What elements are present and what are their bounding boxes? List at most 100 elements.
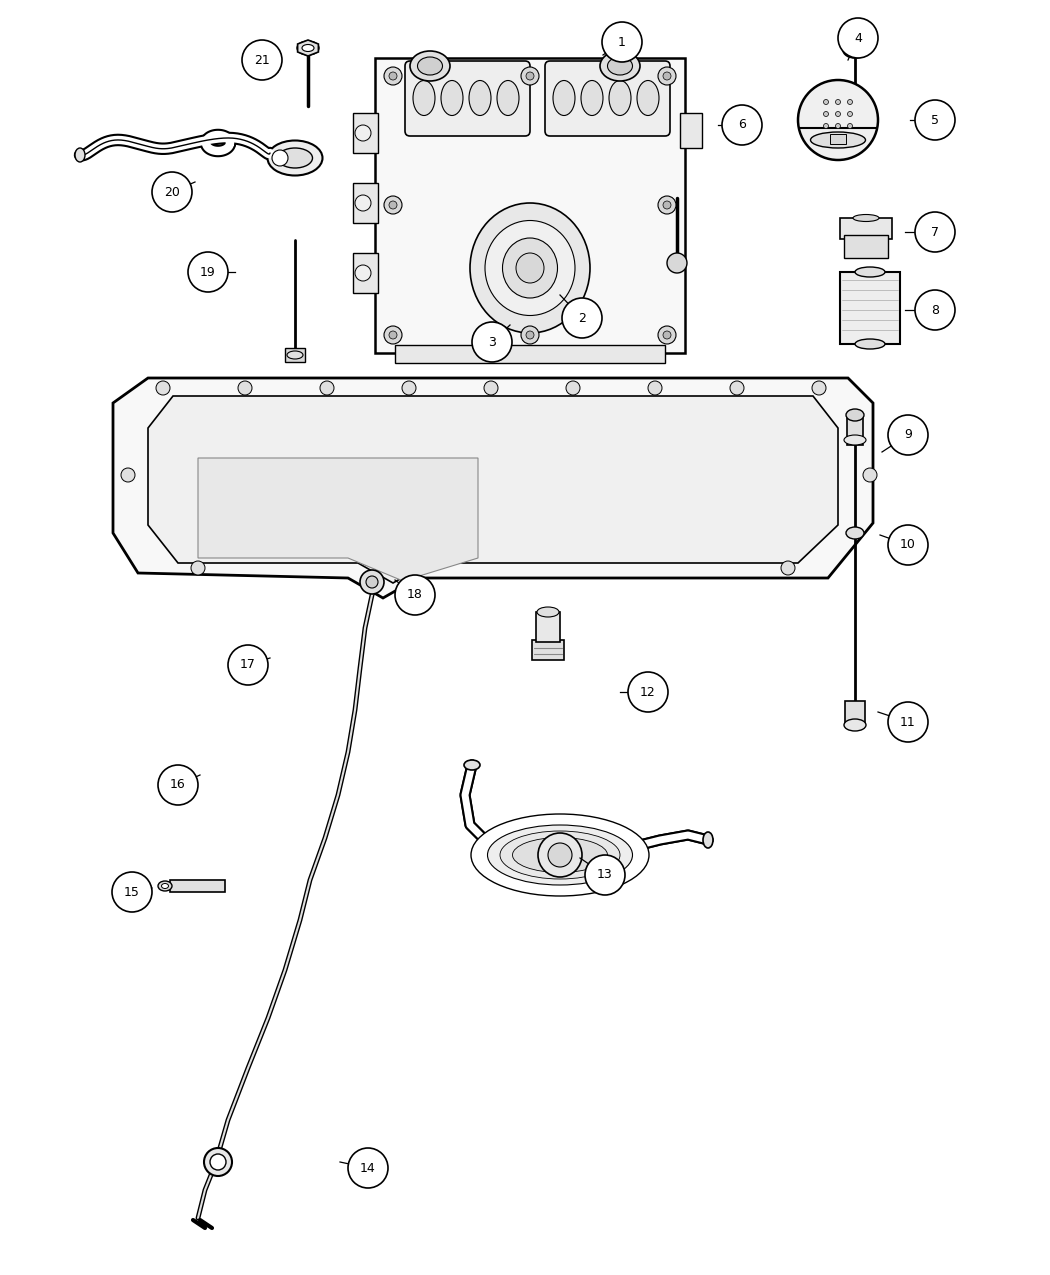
Ellipse shape bbox=[418, 57, 442, 75]
Bar bbox=[395, 346, 665, 363]
Bar bbox=[353, 252, 378, 293]
Circle shape bbox=[521, 68, 539, 85]
Text: 6: 6 bbox=[738, 119, 746, 131]
Circle shape bbox=[548, 843, 572, 867]
Ellipse shape bbox=[441, 80, 463, 116]
Circle shape bbox=[602, 22, 642, 62]
Text: 1: 1 bbox=[618, 36, 626, 48]
Circle shape bbox=[204, 1148, 232, 1176]
Ellipse shape bbox=[469, 80, 491, 116]
Circle shape bbox=[823, 111, 828, 116]
Circle shape bbox=[112, 872, 152, 912]
Circle shape bbox=[472, 323, 512, 362]
Circle shape bbox=[823, 99, 828, 105]
Ellipse shape bbox=[855, 339, 885, 349]
Circle shape bbox=[566, 381, 580, 395]
Circle shape bbox=[798, 80, 878, 159]
Ellipse shape bbox=[470, 203, 590, 333]
Circle shape bbox=[663, 71, 671, 80]
Ellipse shape bbox=[848, 46, 862, 55]
Circle shape bbox=[158, 765, 198, 805]
Circle shape bbox=[228, 645, 268, 685]
FancyBboxPatch shape bbox=[405, 61, 530, 136]
Circle shape bbox=[722, 105, 762, 145]
Text: 9: 9 bbox=[904, 428, 912, 441]
Ellipse shape bbox=[844, 719, 866, 731]
Circle shape bbox=[484, 381, 498, 395]
Bar bbox=[680, 113, 702, 148]
Circle shape bbox=[658, 68, 676, 85]
Circle shape bbox=[847, 99, 853, 105]
Circle shape bbox=[915, 212, 956, 252]
Circle shape bbox=[360, 570, 384, 594]
Circle shape bbox=[388, 201, 397, 209]
Ellipse shape bbox=[500, 831, 620, 878]
Circle shape bbox=[355, 125, 371, 142]
Circle shape bbox=[238, 381, 252, 395]
Circle shape bbox=[526, 332, 534, 339]
Ellipse shape bbox=[268, 140, 322, 176]
Text: 10: 10 bbox=[900, 538, 916, 552]
Circle shape bbox=[648, 381, 662, 395]
Circle shape bbox=[320, 381, 334, 395]
Text: 20: 20 bbox=[164, 185, 180, 199]
Circle shape bbox=[585, 856, 625, 895]
Ellipse shape bbox=[485, 221, 575, 315]
Bar bbox=[532, 640, 564, 660]
Text: 19: 19 bbox=[201, 265, 216, 278]
Bar bbox=[830, 134, 846, 144]
Circle shape bbox=[152, 172, 192, 212]
Text: 11: 11 bbox=[900, 715, 916, 728]
Ellipse shape bbox=[846, 527, 864, 539]
Circle shape bbox=[210, 1154, 226, 1170]
Bar bbox=[285, 348, 304, 362]
Circle shape bbox=[355, 265, 371, 280]
Ellipse shape bbox=[287, 351, 303, 360]
Circle shape bbox=[888, 414, 928, 455]
Circle shape bbox=[156, 381, 170, 395]
Ellipse shape bbox=[811, 133, 865, 148]
Bar bbox=[847, 417, 863, 445]
Text: 16: 16 bbox=[170, 779, 186, 792]
Circle shape bbox=[521, 326, 539, 344]
Circle shape bbox=[402, 381, 416, 395]
Circle shape bbox=[384, 196, 402, 214]
Circle shape bbox=[188, 252, 228, 292]
Text: 21: 21 bbox=[254, 54, 270, 66]
Ellipse shape bbox=[553, 80, 575, 116]
Bar bbox=[840, 218, 892, 238]
Text: 5: 5 bbox=[931, 113, 939, 126]
Ellipse shape bbox=[609, 80, 631, 116]
Text: 18: 18 bbox=[407, 589, 423, 602]
Circle shape bbox=[847, 124, 853, 129]
Bar bbox=[375, 57, 685, 353]
Circle shape bbox=[628, 672, 668, 711]
Circle shape bbox=[838, 18, 878, 57]
Ellipse shape bbox=[162, 884, 168, 889]
Circle shape bbox=[730, 381, 744, 395]
Circle shape bbox=[863, 468, 877, 482]
Ellipse shape bbox=[503, 238, 558, 298]
Circle shape bbox=[663, 332, 671, 339]
Bar bbox=[536, 612, 560, 643]
Bar bbox=[353, 113, 378, 153]
Bar bbox=[844, 235, 888, 258]
Ellipse shape bbox=[464, 760, 480, 770]
Circle shape bbox=[915, 289, 956, 330]
Ellipse shape bbox=[537, 607, 559, 617]
Text: 4: 4 bbox=[854, 32, 862, 45]
Text: 3: 3 bbox=[488, 335, 496, 348]
Circle shape bbox=[242, 40, 282, 80]
Circle shape bbox=[384, 326, 402, 344]
Ellipse shape bbox=[413, 80, 435, 116]
Text: 14: 14 bbox=[360, 1162, 376, 1174]
Ellipse shape bbox=[297, 41, 319, 55]
Ellipse shape bbox=[410, 51, 450, 82]
Ellipse shape bbox=[581, 80, 603, 116]
Polygon shape bbox=[148, 397, 838, 583]
Ellipse shape bbox=[475, 817, 645, 892]
Ellipse shape bbox=[608, 57, 632, 75]
Polygon shape bbox=[113, 377, 873, 598]
Bar bbox=[845, 701, 865, 723]
Bar bbox=[170, 880, 225, 892]
